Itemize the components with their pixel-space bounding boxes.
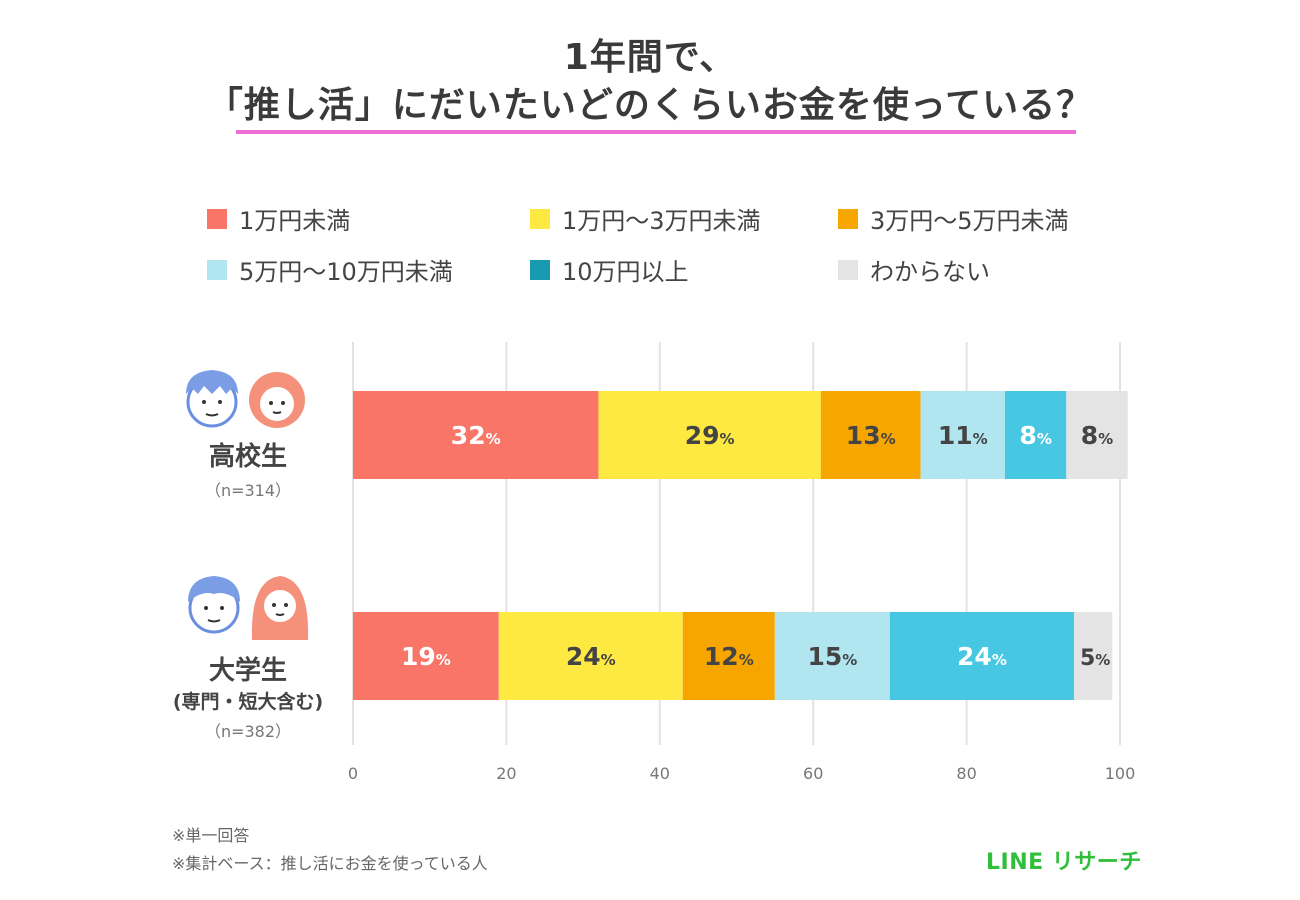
legend-label: 1万円～3万円未満 [562, 207, 761, 235]
x-tick-label: 60 [803, 764, 823, 783]
avatar-university-boy-icon [188, 576, 240, 634]
data-label: 11% [938, 421, 988, 450]
bar-segment [353, 612, 499, 700]
bar-segment [774, 612, 890, 700]
legend-item-5to10man: 5万円～10万円未満 [207, 252, 453, 287]
bar-segment [498, 612, 683, 700]
legend-label: 5万円～10万円未満 [239, 258, 453, 286]
legend-swatch [838, 208, 858, 229]
legend-label: わからない [870, 258, 990, 286]
data-label: 24% [566, 642, 616, 671]
bar-segment [1004, 391, 1067, 479]
group-name: 高校生 [208, 442, 287, 472]
legend-label: 10万円以上 [562, 258, 689, 286]
legend-item-10man-plus: 10万円以上 [530, 252, 689, 287]
group-label-highschool: 高校生 （n=314） [180, 436, 316, 501]
data-label: 8% [1019, 421, 1051, 450]
legend-label: 3万円～5万円未満 [870, 207, 1069, 235]
x-tick-label: 20 [496, 764, 516, 783]
bar-segment [353, 391, 599, 479]
bar-segment [1066, 391, 1128, 479]
data-label: 8% [1081, 421, 1113, 450]
note-single-answer: ※単一回答 [172, 826, 250, 845]
bar-segment [1073, 612, 1113, 700]
avatar-highschool-girl-icon [249, 372, 305, 428]
group-label-university: 大学生 (専門・短大含む) （n=382） [160, 650, 336, 742]
x-tick-label: 80 [956, 764, 976, 783]
data-label: 24% [957, 642, 1007, 671]
group-sample-size: （n=382） [204, 722, 292, 741]
data-label: 5% [1080, 646, 1110, 671]
group-name: 大学生 [208, 656, 287, 686]
bar-segment [598, 391, 821, 479]
legend-swatch [530, 259, 550, 280]
data-label: 13% [846, 421, 896, 450]
group-sample-size: （n=314） [204, 481, 292, 500]
avatar-highschool-boy-icon [186, 370, 238, 428]
data-label: 29% [685, 421, 735, 450]
title-underline [236, 130, 1076, 134]
legend-item-1to3man: 1万円～3万円未満 [530, 201, 761, 236]
line-research-logo: LINE リサーチ [986, 850, 1142, 875]
legend-swatch [530, 208, 550, 229]
legend-label: 1万円未満 [239, 207, 351, 235]
bar-segment [889, 612, 1074, 700]
group-subtitle: (専門・短大含む) [172, 691, 324, 713]
data-label: 32% [451, 421, 501, 450]
x-tick-label: 0 [348, 764, 358, 783]
legend-swatch [207, 208, 227, 229]
note-base: ※集計ベース：推し活にお金を使っている人 [172, 854, 488, 873]
data-label: 15% [807, 642, 857, 671]
chart-title-line-1: 1年間で、 [563, 37, 737, 78]
legend-item-3to5man: 3万円～5万円未満 [838, 201, 1069, 236]
legend-swatch [207, 259, 227, 280]
chart-title-line-2: 「推し活」にだいたいどのくらいお金を使っている？ [206, 85, 1094, 126]
legend-item-unknown: わからない [838, 252, 990, 287]
bar-segment [820, 391, 921, 479]
avatar-university-girl-icon [251, 576, 309, 640]
legend-swatch [838, 259, 858, 280]
bar-segment [920, 391, 1005, 479]
data-label: 12% [704, 642, 754, 671]
x-tick-label: 100 [1105, 764, 1136, 783]
bar-segment [682, 612, 775, 700]
data-label: 19% [401, 642, 451, 671]
legend-item-lt1man: 1万円未満 [207, 201, 350, 236]
x-tick-label: 40 [650, 764, 670, 783]
